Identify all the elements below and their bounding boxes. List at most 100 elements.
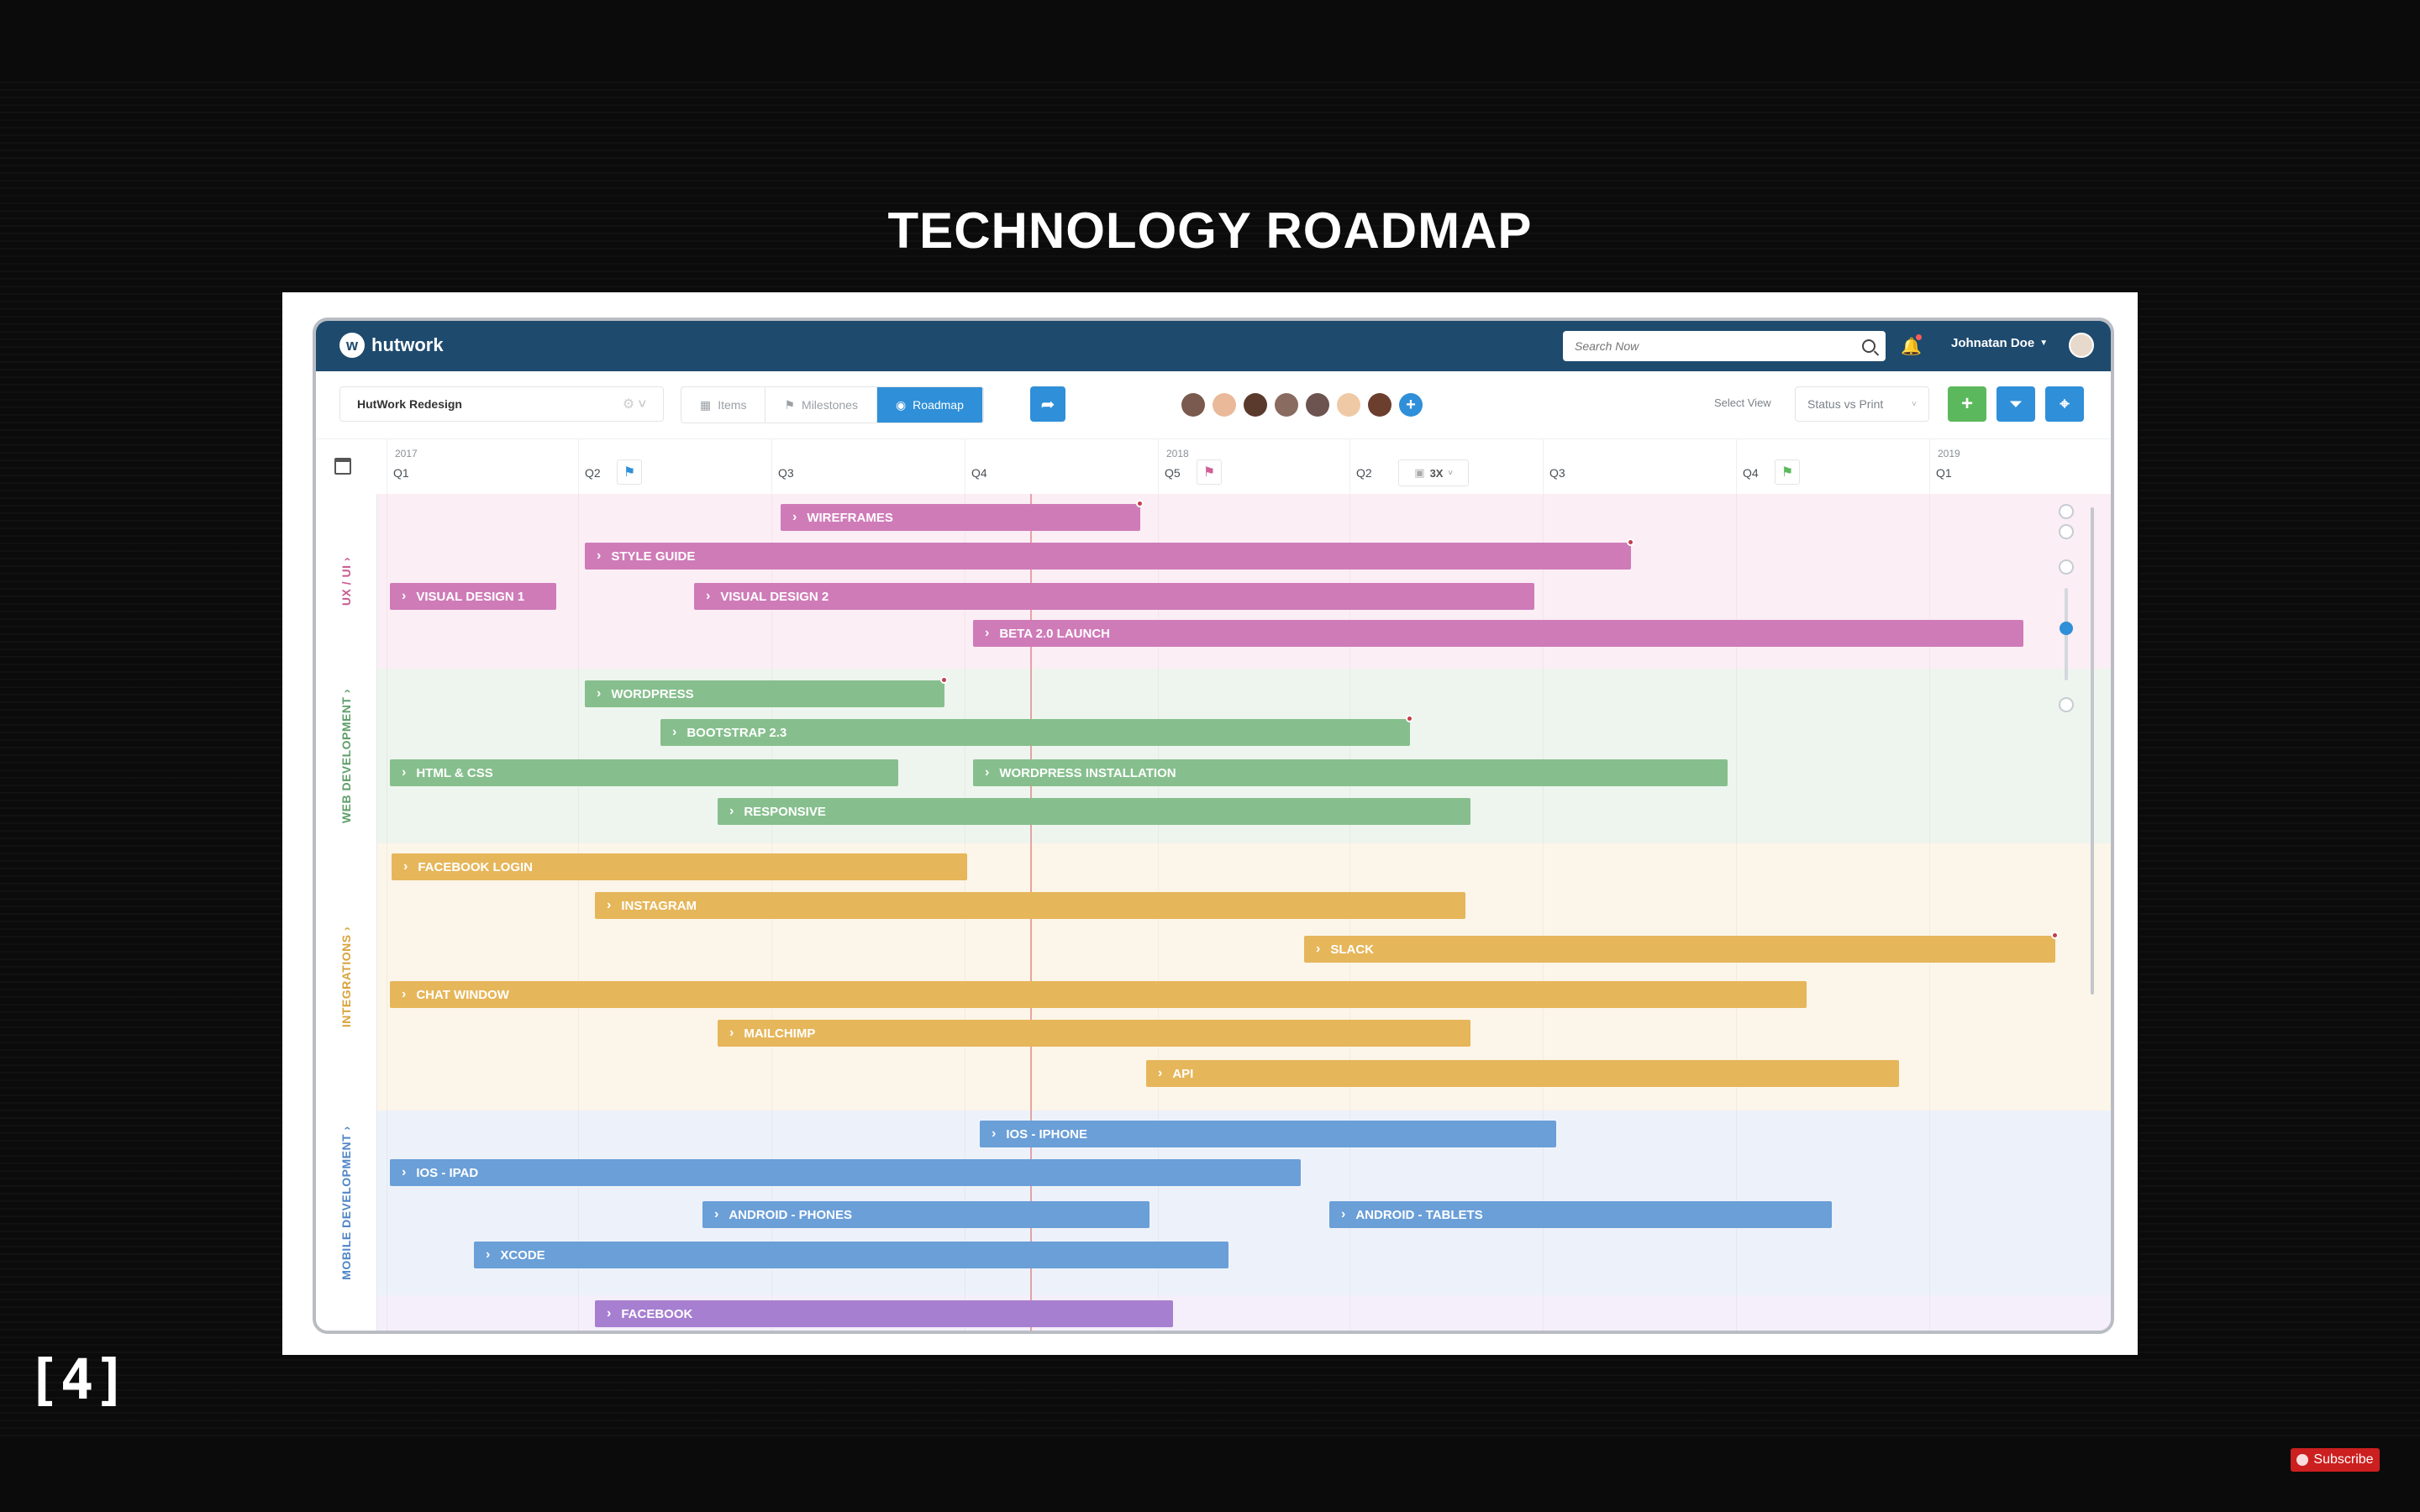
section-label[interactable]: INTEGRATIONS › — [316, 843, 377, 1110]
roadmap-bar[interactable]: › INSTAGRAM — [595, 892, 1465, 919]
team-member-avatar[interactable] — [1368, 393, 1392, 417]
roadmap-bar[interactable]: › CHAT WINDOW — [390, 981, 1807, 1008]
roadmap-bar[interactable]: › WORDPRESS INSTALLATION — [973, 759, 1728, 786]
chevron-right-icon[interactable]: › — [607, 898, 611, 913]
team-member-avatar[interactable] — [1306, 393, 1329, 417]
milestone-flag-icon[interactable]: ⚑ — [1197, 459, 1222, 485]
roadmap-bar[interactable]: › IOS - IPHONE — [980, 1121, 1556, 1147]
roadmap-bar[interactable]: › FACEBOOK — [595, 1300, 1173, 1327]
top-nav-bar: w hutwork 🔔 Johnatan Doe ▼ — [316, 321, 2111, 371]
roadmap-bar[interactable]: › IOS - IPAD — [390, 1159, 1301, 1186]
roadmap-bar[interactable]: › FACEBOOK LOGIN — [392, 853, 967, 880]
deadline-dot — [2051, 932, 2059, 939]
chevron-right-icon[interactable]: › — [714, 1207, 718, 1222]
share-button[interactable]: ➦ — [1030, 386, 1065, 422]
tab-milestones[interactable]: ⚑ Milestones — [765, 387, 876, 423]
quarter-label: Q5 — [1165, 466, 1181, 480]
brand-logo[interactable]: w hutwork — [339, 333, 444, 358]
roadmap-bar[interactable]: › BETA 2.0 LAUNCH — [973, 620, 2023, 647]
quarter-label: Q4 — [971, 466, 987, 480]
calendar-icon[interactable] — [334, 458, 351, 475]
milestone-flag-icon[interactable]: ⚑ — [617, 459, 642, 485]
roadmap-bar[interactable]: › SLACK — [1304, 936, 2055, 963]
chevron-right-icon[interactable]: › — [672, 725, 676, 740]
section-title: UX / UI › — [339, 557, 353, 606]
user-menu[interactable]: Johnatan Doe ▼ — [1951, 336, 2048, 350]
section-label[interactable]: UX / UI › — [316, 494, 377, 669]
roadmap-bar[interactable]: › MAILCHIMP — [718, 1020, 1470, 1047]
tab-roadmap[interactable]: ◉ Roadmap — [877, 387, 983, 423]
gear-icon[interactable]: ⚙ ˅ — [623, 396, 646, 412]
avatar[interactable] — [2069, 333, 2094, 358]
roadmap-bar[interactable]: › VISUAL DESIGN 1 — [390, 583, 556, 610]
chevron-right-icon[interactable]: › — [486, 1247, 490, 1263]
chevron-right-icon[interactable]: › — [402, 765, 406, 780]
filter-button[interactable]: ⏷ — [1996, 386, 2035, 422]
project-select[interactable]: HutWork Redesign ⚙ ˅ — [339, 386, 664, 422]
chevron-right-icon[interactable]: › — [729, 804, 734, 819]
chevron-right-icon[interactable]: › — [597, 686, 601, 701]
bar-label: INSTAGRAM — [621, 899, 697, 913]
deadline-dot — [1406, 715, 1413, 722]
chevron-right-icon[interactable]: › — [992, 1126, 996, 1142]
chevron-right-icon[interactable]: › — [706, 589, 710, 604]
subscribe-label: Subscribe — [2313, 1452, 2373, 1467]
roadmap-bar[interactable]: › ANDROID - TABLETS — [1329, 1201, 1832, 1228]
vertical-scrollbar[interactable] — [2091, 507, 2094, 995]
add-member-button[interactable]: + — [1399, 393, 1423, 417]
team-member-avatar[interactable] — [1337, 393, 1360, 417]
timeline-header: ▣ 3X ˅ 2017 Q1 Q2 ⚑ Q3 Q4 2018 Q5 ⚑ Q2 Q3 Q4 ⚑ 2019 Q1 — [316, 438, 2111, 496]
roadmap-bar[interactable]: › HTML & CSS — [390, 759, 898, 786]
roadmap-bar[interactable]: › BOOTSTRAP 2.3 — [660, 719, 1410, 746]
team-member-avatar[interactable] — [1213, 393, 1236, 417]
roadmap-bar[interactable]: › XCODE — [474, 1242, 1228, 1268]
zoom-step-button[interactable] — [2059, 697, 2074, 712]
chevron-right-icon[interactable]: › — [985, 626, 989, 641]
search-box[interactable] — [1563, 331, 1886, 361]
chevron-down-icon: ˅ — [1448, 469, 1452, 477]
roadmap-bar[interactable]: › STYLE GUIDE — [585, 543, 1631, 570]
slider-thumb[interactable] — [2060, 622, 2073, 635]
view-select[interactable]: Status vs Print ˅ — [1795, 386, 1929, 422]
team-member-avatar[interactable] — [1275, 393, 1298, 417]
tab-items[interactable]: ▦ Items — [681, 387, 765, 423]
zoom-step-button[interactable] — [2059, 559, 2074, 575]
chevron-right-icon[interactable]: › — [597, 549, 601, 564]
milestone-flag-icon[interactable]: ⚑ — [1775, 459, 1800, 485]
zoom-step-button[interactable] — [2059, 504, 2074, 519]
chevron-right-icon[interactable]: › — [985, 765, 989, 780]
chevron-right-icon[interactable]: › — [1341, 1207, 1345, 1222]
roadmap-bar[interactable]: › VISUAL DESIGN 2 — [694, 583, 1534, 610]
chevron-right-icon[interactable]: › — [1316, 942, 1320, 957]
search-icon[interactable] — [1862, 339, 1876, 353]
section-label[interactable]: WEB DEVELOPMENT › — [316, 669, 377, 843]
chevron-right-icon[interactable]: › — [402, 1165, 406, 1180]
roadmap-bar[interactable]: › RESPONSIVE — [718, 798, 1470, 825]
quarter-label: Q2 — [1356, 466, 1372, 480]
roadmap-body: UX / UI › WEB DEVELOPMENT › INTEGRATIONS ›… — [316, 494, 2111, 1331]
roadmap-bar[interactable]: › WORDPRESS — [585, 680, 944, 707]
crosshair-icon: ⌖ — [2060, 395, 2069, 414]
roadmap-bar[interactable]: › WIREFRAMES — [781, 504, 1140, 531]
search-input[interactable] — [1573, 339, 1845, 354]
section-label[interactable]: MOBILE DEVELOPMENT › — [316, 1110, 377, 1295]
zoom-step-button[interactable] — [2059, 524, 2074, 539]
roadmap-bar[interactable]: › ANDROID - PHONES — [702, 1201, 1150, 1228]
subscribe-button[interactable]: Subscribe — [2291, 1448, 2380, 1472]
section-label[interactable] — [316, 1295, 377, 1331]
chevron-right-icon[interactable]: › — [729, 1026, 734, 1041]
zoom-slider[interactable] — [2059, 504, 2077, 722]
team-member-avatar[interactable] — [1181, 393, 1205, 417]
chevron-right-icon[interactable]: › — [402, 987, 406, 1002]
roadmap-bar[interactable]: › API — [1146, 1060, 1899, 1087]
team-member-avatar[interactable] — [1244, 393, 1267, 417]
add-button[interactable]: + — [1948, 386, 1986, 422]
chevron-right-icon[interactable]: › — [402, 589, 406, 604]
chevron-right-icon[interactable]: › — [403, 859, 408, 874]
column-divider — [1929, 439, 1930, 495]
chevron-right-icon[interactable]: › — [792, 510, 797, 525]
chevron-right-icon[interactable]: › — [607, 1306, 611, 1321]
settings-button[interactable]: ⌖ — [2045, 386, 2084, 422]
zoom-select[interactable]: ▣ 3X ˅ — [1398, 459, 1469, 486]
chevron-right-icon[interactable]: › — [1158, 1066, 1162, 1081]
